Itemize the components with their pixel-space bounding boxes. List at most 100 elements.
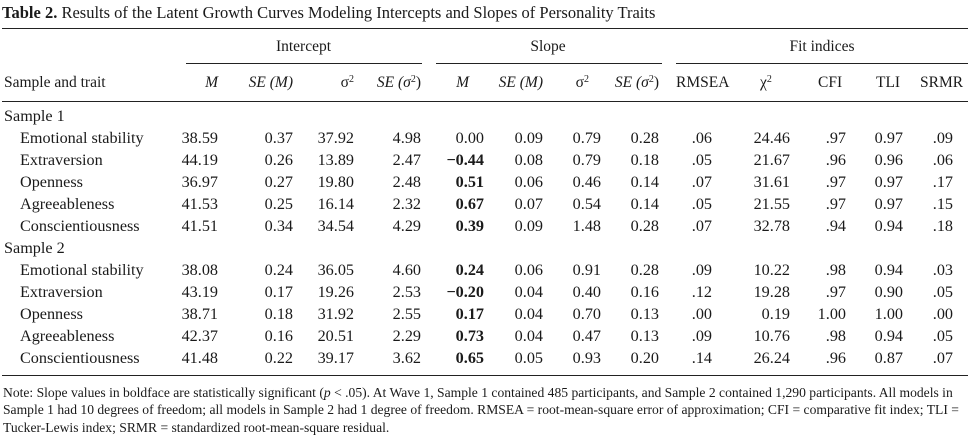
cell-int-m: 38.59 <box>181 129 218 147</box>
cell-int-se-sigma: 2.47 <box>392 151 421 169</box>
cell-slope-m: 0.73 <box>455 327 484 345</box>
cell-int-sigma: 13.89 <box>317 151 354 169</box>
cell-cfi: .94 <box>825 217 846 235</box>
cell-int-m: 38.71 <box>181 305 218 323</box>
col-intercept-se-m: SE (M) <box>218 74 293 92</box>
col-intercept-sigma: σ2 <box>293 74 354 92</box>
cell-chi-square: 32.78 <box>753 217 790 235</box>
trait-name: Agreeableness <box>20 327 115 345</box>
cell-slope-sigma: 1.48 <box>572 217 601 235</box>
cell-int-se-sigma: 2.48 <box>392 173 421 191</box>
cell-slope-sigma: 0.93 <box>572 349 601 367</box>
cell-int-sigma: 19.80 <box>317 173 354 191</box>
cell-chi-square: 19.28 <box>753 283 790 301</box>
cell-slope-sigma: 0.70 <box>572 305 601 323</box>
group-fit-indices: Fit indices <box>789 38 855 55</box>
cell-rmsea: .05 <box>691 151 712 169</box>
cell-int-m: 41.51 <box>181 217 218 235</box>
trait-name: Conscientiousness <box>20 217 140 235</box>
cell-slope-sigma: 0.47 <box>572 327 601 345</box>
cell-chi-square: 10.76 <box>753 327 790 345</box>
trait-name: Emotional stability <box>20 129 144 147</box>
cell-slope-se-m: 0.06 <box>514 173 543 191</box>
col-slope-se-m: SE (M) <box>469 74 543 92</box>
cell-slope-m: 0.17 <box>455 305 484 323</box>
cell-int-se-m: 0.27 <box>264 173 293 191</box>
cell-slope-se-sigma: 0.16 <box>630 283 659 301</box>
cell-slope-se-sigma: 0.14 <box>630 173 659 191</box>
top-rule <box>2 28 968 29</box>
cell-rmsea: .09 <box>691 261 712 279</box>
note-text-2: < .05). At Wave 1, Sample 1 contained 48… <box>3 385 959 435</box>
cell-slope-m: 0.39 <box>455 217 484 235</box>
cell-int-m: 42.37 <box>181 327 218 345</box>
table-caption: Results of the Latent Growth Curves Mode… <box>61 3 656 22</box>
cell-cfi: .98 <box>825 261 846 279</box>
col-intercept-se-sigma: SE (σ2) <box>354 74 421 92</box>
cell-int-sigma: 19.26 <box>317 283 354 301</box>
cell-slope-se-m: 0.05 <box>514 349 543 367</box>
col-slope-se-m-text: SE (M) <box>498 74 543 91</box>
cell-slope-se-m: 0.06 <box>514 261 543 279</box>
cell-slope-se-m: 0.09 <box>514 217 543 235</box>
cell-int-m: 38.08 <box>181 261 218 279</box>
cell-int-sigma: 39.17 <box>317 349 354 367</box>
col-slope-se-sigma: SE (σ2) <box>589 74 659 92</box>
cell-int-m: 41.48 <box>181 349 218 367</box>
cell-int-se-m: 0.37 <box>264 129 293 147</box>
cell-int-se-m: 0.25 <box>264 195 293 213</box>
trait-name: Extraversion <box>20 283 103 301</box>
cell-srmr: .15 <box>932 195 953 213</box>
cell-int-sigma: 36.05 <box>317 261 354 279</box>
cell-slope-m: 0.51 <box>455 173 484 191</box>
cell-slope-sigma: 0.46 <box>572 173 601 191</box>
cell-cfi: .97 <box>825 129 846 147</box>
cell-tli: 0.94 <box>874 217 903 235</box>
cell-tli: 1.00 <box>874 305 903 323</box>
slope-underline <box>436 63 662 64</box>
col-chi-sup: 2 <box>766 74 772 85</box>
cell-slope-se-sigma: 0.13 <box>630 305 659 323</box>
cell-chi-square: 31.61 <box>753 173 790 191</box>
cell-rmsea: .07 <box>691 217 712 235</box>
cell-int-se-sigma: 2.29 <box>392 327 421 345</box>
cell-rmsea: .07 <box>691 173 712 191</box>
cell-rmsea: .09 <box>691 327 712 345</box>
group-slope: Slope <box>530 38 566 55</box>
col-slope-se-sigma-post: ) <box>653 74 659 91</box>
cell-cfi: .97 <box>825 283 846 301</box>
trait-name: Agreeableness <box>20 195 115 213</box>
trait-name: Extraversion <box>20 151 103 169</box>
cell-slope-m: 0.67 <box>455 195 484 213</box>
col-intercept-sigma-text: σ <box>340 74 349 91</box>
cell-chi-square: 21.67 <box>753 151 790 169</box>
cell-tli: 0.90 <box>874 283 903 301</box>
cell-slope-m: −0.20 <box>446 283 484 301</box>
col-intercept-sigma-sup: 2 <box>349 74 354 85</box>
cell-tli: 0.87 <box>874 349 903 367</box>
trait-name: Conscientiousness <box>20 349 140 367</box>
intercept-underline <box>186 63 422 64</box>
cell-slope-se-m: 0.08 <box>514 151 543 169</box>
cell-slope-se-sigma: 0.18 <box>630 151 659 169</box>
cell-slope-se-sigma: 0.20 <box>630 349 659 367</box>
cell-cfi: .96 <box>825 151 846 169</box>
cell-srmr: .05 <box>932 327 953 345</box>
cell-cfi: .98 <box>825 327 846 345</box>
cell-srmr: .05 <box>932 283 953 301</box>
cell-slope-m: 0.00 <box>455 129 484 147</box>
col-cfi: CFI <box>818 74 843 91</box>
cell-slope-se-m: 0.04 <box>514 283 543 301</box>
sample-heading: Sample 1 <box>4 107 65 125</box>
cell-slope-se-m: 0.04 <box>514 305 543 323</box>
cell-chi-square: 24.46 <box>753 129 790 147</box>
col-intercept-se-sigma-sup: 2 <box>410 74 416 85</box>
cell-slope-sigma: 0.79 <box>572 151 601 169</box>
cell-int-m: 43.19 <box>181 283 218 301</box>
cell-int-se-m: 0.24 <box>264 261 293 279</box>
trait-name: Openness <box>20 305 83 323</box>
table-note: Note: Slope values in boldface are stati… <box>3 384 963 436</box>
cell-cfi: .97 <box>825 173 846 191</box>
cell-slope-sigma: 0.79 <box>572 129 601 147</box>
cell-srmr: .09 <box>932 129 953 147</box>
